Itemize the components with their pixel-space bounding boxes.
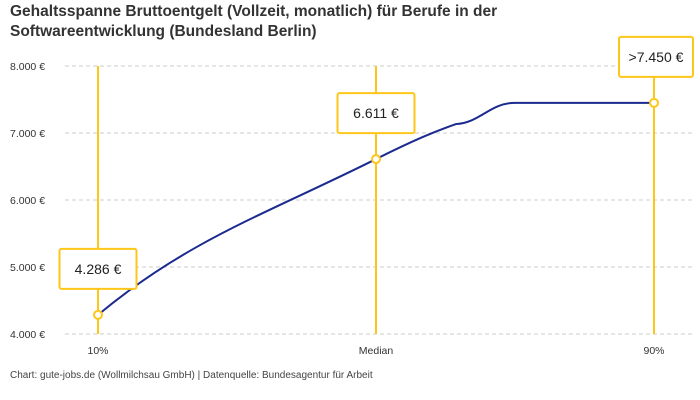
data-label: 4.286 € [75, 261, 122, 277]
y-tick-label: 8.000 € [10, 61, 45, 73]
x-tick-label: Median [359, 345, 394, 357]
y-tick-label: 4.000 € [10, 329, 45, 341]
data-point [649, 97, 659, 108]
chart-title: Gehaltsspanne Bruttoentgelt (Vollzeit, m… [10, 3, 498, 40]
y-tick-label: 5.000 € [10, 262, 45, 274]
data-point [93, 309, 103, 320]
y-tick-label: 6.000 € [10, 195, 45, 207]
data-label-box [336, 92, 416, 135]
y-tick-label: 7.000 € [10, 128, 45, 140]
data-label: 6.611 € [353, 105, 399, 121]
x-tick-label: 90% [643, 345, 664, 357]
data-point [371, 154, 381, 165]
data-label: >7.450 € [629, 49, 684, 65]
x-tick-label: 10% [87, 345, 108, 357]
data-label-box [618, 35, 694, 78]
salary-line [97, 101, 654, 316]
data-label-box [58, 247, 138, 290]
chart-source-footer: Chart: gute-jobs.de (Wollmilchsau GmbH) … [10, 370, 373, 381]
